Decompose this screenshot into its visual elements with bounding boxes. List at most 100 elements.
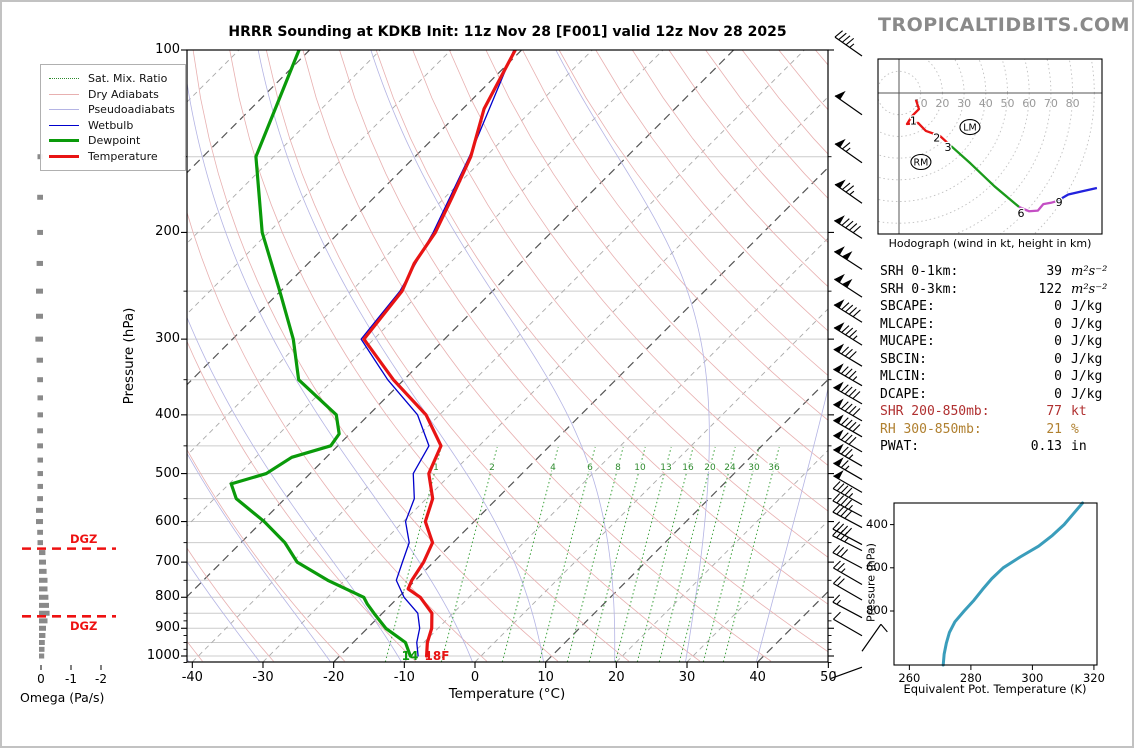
omega-bar	[36, 507, 43, 513]
omega-bar	[36, 313, 43, 319]
stat-label: PWAT:	[880, 439, 920, 454]
legend-label: Dewpoint	[88, 134, 141, 148]
curve-temperature	[362, 50, 517, 658]
temperature-tick-label: -20	[323, 670, 345, 685]
wind-barb	[833, 299, 863, 323]
omega-bar	[39, 632, 46, 638]
omega-bar	[39, 577, 48, 583]
hodograph-ring-label: 80	[1066, 97, 1080, 110]
wind-barb	[832, 504, 863, 529]
omega-tick-label: -1	[65, 672, 77, 686]
mixing-ratio-label: 8	[615, 463, 621, 473]
omega-bar	[37, 483, 43, 489]
omega-bar	[37, 194, 43, 200]
temperature-tick-label: 20	[608, 670, 625, 685]
theta-e-curve	[941, 501, 1085, 667]
wind-barb	[834, 90, 863, 116]
wind-barb	[833, 381, 863, 405]
omega-bar	[37, 229, 43, 235]
stats-row: SRH 0-3km: 122 m²s⁻²	[880, 281, 1110, 299]
omega-tick-label: 0	[37, 672, 45, 686]
theta-e-p-tick-label: 400	[866, 516, 888, 531]
stat-value: 77	[1046, 404, 1062, 419]
omega-bar	[36, 519, 43, 525]
stat-unit: J/kg	[1071, 351, 1103, 367]
mixing-ratio-label: 24	[724, 463, 736, 473]
omega-bar	[37, 457, 43, 463]
omega-bar	[37, 443, 43, 449]
surface-dewpoint-label: 14	[401, 649, 419, 663]
hodograph-height-label: 1	[910, 114, 917, 127]
stat-value: 0	[1054, 299, 1062, 314]
wind-barb	[833, 611, 863, 637]
omega-bar	[39, 640, 45, 646]
stats-row: SRH 0-1km: 39 m²s⁻²	[880, 263, 1110, 281]
dgz-label-upper: DGZ	[70, 532, 98, 546]
mixing-ratio-label: 13	[660, 463, 671, 473]
omega-bar	[37, 412, 43, 418]
pressure-tick-label: 400	[155, 406, 180, 422]
omega-bar	[37, 471, 43, 477]
stats-row: SBCAPE: 0 J/kg	[880, 298, 1110, 316]
stat-value: 0.13	[1030, 439, 1062, 454]
skewt-background: 1 2 4 6 8 10 13 16 20 24 30 36	[187, 50, 828, 662]
stat-unit: m²s⁻²	[1071, 281, 1108, 297]
hodograph-height-label: 3	[945, 141, 952, 154]
mixing-ratio-label: 16	[682, 463, 694, 473]
wind-barb	[833, 363, 863, 387]
hodograph-caption: Hodograph (wind in kt, height in km)	[888, 237, 1092, 250]
stat-label: MLCIN:	[880, 369, 927, 384]
legend-swatch	[49, 93, 79, 95]
omega-bar	[39, 559, 46, 565]
stats-row: PWAT: 0.13 in	[880, 438, 1110, 456]
hodograph-ring-label: 20	[935, 97, 949, 110]
stat-label: DCAPE:	[880, 386, 927, 402]
stats-row: MLCAPE: 0 J/kg	[880, 316, 1110, 334]
hodograph-ring-label: 40	[979, 97, 993, 110]
hodograph-ring-label: 30	[957, 97, 971, 110]
pressure-tick-label: 100	[155, 42, 180, 57]
temperature-tick-label: 10	[537, 670, 554, 685]
stat-unit: J/kg	[1071, 299, 1103, 314]
mixing-ratio-label: 2	[489, 463, 495, 473]
dgz-label-lower: DGZ	[70, 619, 98, 633]
stat-label: MUCAPE:	[880, 334, 935, 349]
hodograph-segment-9+	[1056, 186, 1098, 203]
mixing-ratio-label: 4	[550, 463, 556, 473]
skewt-plot	[186, 49, 829, 663]
hodograph-marker-lm	[959, 119, 981, 136]
omega-bar	[39, 646, 45, 652]
stat-label: SRH 0-3km:	[880, 281, 959, 297]
stats-row: DCAPE: 0 J/kg	[880, 386, 1110, 404]
pressure-tick-label: 1000	[146, 648, 180, 663]
hodograph-ring-label: 60	[1022, 97, 1036, 110]
wind-barb	[833, 429, 863, 453]
hodograph-marker-label: RM	[914, 158, 929, 169]
stat-value: 0	[1054, 334, 1062, 349]
theta-e-panel	[893, 502, 1098, 666]
pressure-tick-label: 900	[155, 620, 180, 636]
hodograph-marker-label: LM	[963, 123, 977, 134]
hodograph-height-label: 2	[933, 132, 940, 145]
stat-value: 39	[1046, 264, 1062, 279]
legend-item: Dry Adiabats	[49, 87, 175, 103]
pressure-tick-label: 500	[155, 465, 180, 481]
stat-unit: J/kg	[1071, 334, 1103, 349]
omega-bar	[39, 602, 49, 608]
theta-e-xlabel: Equivalent Pot. Temperature (K)	[903, 682, 1087, 696]
wind-barb	[833, 457, 863, 481]
theta-e-ylabel: Pressure (hPa)	[864, 543, 878, 622]
legend-item: Sat. Mix. Ratio	[49, 71, 175, 87]
mixing-ratio-label: 6	[587, 463, 593, 473]
stat-value: 122	[1038, 281, 1062, 297]
pressure-tick-label: 200	[155, 224, 180, 240]
stat-unit: in	[1071, 439, 1087, 454]
temperature-tick-label: 40	[749, 670, 766, 685]
omega-bar	[37, 377, 43, 383]
wind-barb	[832, 594, 863, 619]
legend-swatch	[49, 139, 79, 143]
legend-item: Pseudoadiabats	[49, 102, 175, 118]
stat-unit: J/kg	[1071, 369, 1103, 384]
omega-bar	[36, 288, 43, 294]
brand-logo: TROPICALTIDBITS.COM	[878, 14, 1131, 36]
